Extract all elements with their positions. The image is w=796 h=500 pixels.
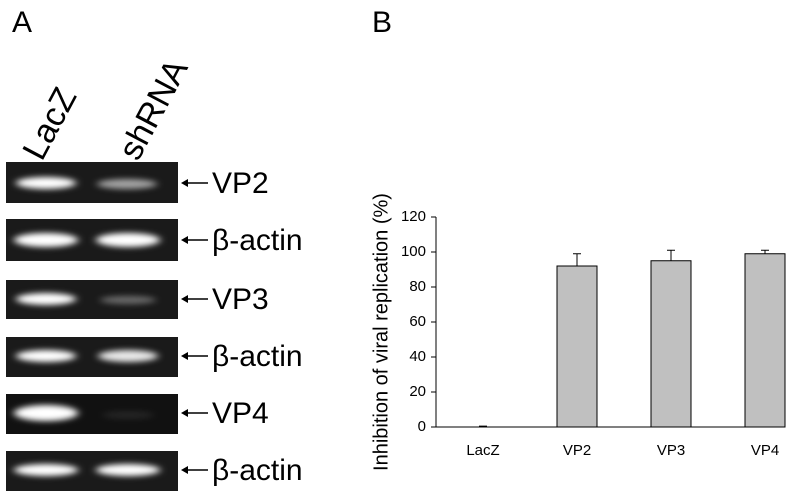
gel (6, 162, 178, 491)
row-label: VP4 (212, 397, 269, 430)
lane-label: LacZ (15, 81, 84, 166)
row-label: β-actin (212, 224, 303, 257)
band (96, 464, 160, 476)
band (16, 293, 76, 305)
y-axis-label: Inhibition of viral replication (%) (370, 193, 392, 471)
band (16, 177, 76, 189)
band (16, 350, 76, 362)
row-label: VP2 (212, 167, 269, 200)
band (98, 350, 158, 362)
y-tick-label: 100 (401, 243, 426, 260)
x-tick-label: VP4 (751, 442, 779, 459)
x-tick-label: VP2 (563, 442, 591, 459)
arrow-head (181, 409, 188, 417)
row-label: β-actin (212, 340, 303, 373)
y-tick-label: 0 (418, 418, 426, 435)
band (102, 411, 154, 419)
band (14, 233, 78, 247)
arrow-head (181, 466, 188, 474)
band (14, 464, 78, 476)
arrow-head (181, 179, 188, 187)
panel-label: B (372, 6, 392, 39)
y-tick-label: 120 (401, 208, 426, 225)
band (14, 405, 78, 421)
x-tick-label: LacZ (466, 442, 499, 459)
band (96, 233, 160, 247)
y-tick-label: 80 (409, 278, 426, 295)
arrow-head (181, 352, 188, 360)
arrow-head (181, 295, 188, 303)
y-tick-label: 40 (409, 348, 426, 365)
y-tick-label: 60 (409, 313, 426, 330)
row-label: VP3 (212, 283, 269, 316)
bar (650, 260, 692, 428)
panel-label: A (12, 6, 32, 39)
band (100, 296, 156, 304)
arrow-head (181, 236, 188, 244)
y-tick-label: 20 (409, 383, 426, 400)
x-tick-label: VP3 (657, 442, 685, 459)
row-label: β-actin (212, 454, 303, 487)
bar (556, 265, 598, 428)
band (97, 179, 157, 189)
bar (744, 253, 786, 428)
lane-label: shRNA (111, 53, 195, 166)
